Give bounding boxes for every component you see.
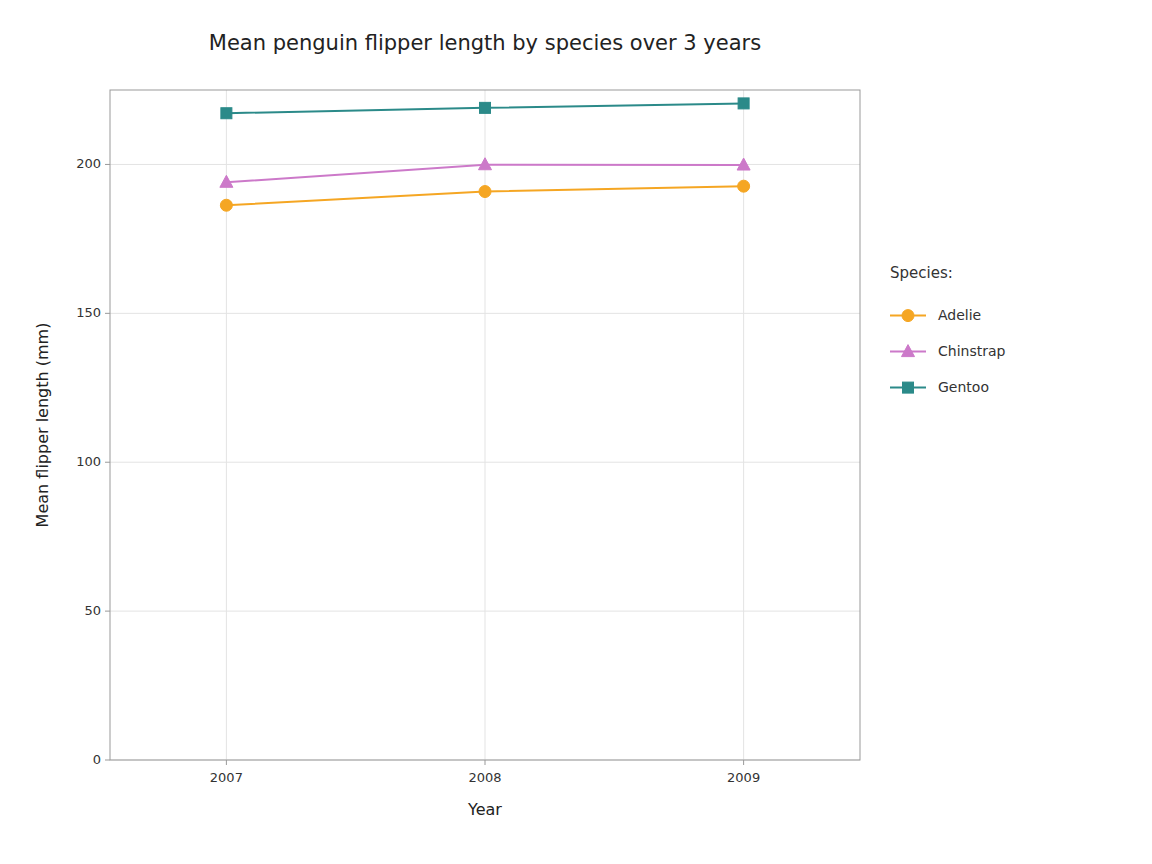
title: Mean penguin flipper length by species o… (209, 31, 761, 55)
tick-x (743, 760, 744, 765)
x-axis-label: Year (467, 800, 502, 819)
series-line (226, 186, 743, 205)
tick-label-y: 200 (76, 156, 101, 171)
legend: Species: Adelie Chinstrap Gentoo (890, 264, 1006, 395)
tick-label-y: 0 (93, 752, 101, 767)
tick-y (105, 313, 110, 314)
point (479, 186, 491, 198)
chart-svg: 0 50 100 150 200 2007 2008 2009 Mean penguin fli… (0, 0, 1152, 864)
series (220, 180, 749, 211)
background (0, 0, 1152, 864)
data (220, 98, 750, 211)
point (221, 108, 232, 119)
point (480, 102, 491, 113)
y-axis-label: Mean flipper length (mm) (33, 323, 52, 528)
legend-title: Species: (890, 264, 953, 282)
point (220, 199, 232, 211)
grid (110, 90, 860, 760)
tick-y (105, 164, 110, 165)
legend-marker (903, 382, 914, 393)
tick-y (105, 611, 110, 612)
point (220, 175, 233, 187)
tick-label-y: 150 (76, 305, 101, 320)
tick-label-x: 2007 (210, 770, 243, 785)
point (737, 158, 750, 170)
tick-x (226, 760, 227, 765)
legend-marker (902, 310, 914, 322)
point (738, 98, 749, 109)
series (221, 98, 749, 119)
legend-label: Adelie (938, 307, 981, 323)
tick-y (105, 462, 110, 463)
tick-label-y: 50 (84, 603, 101, 618)
tick-y (105, 760, 110, 761)
tick-label-x: 2009 (727, 770, 760, 785)
tick-label-x: 2008 (468, 770, 501, 785)
tick-x (485, 760, 486, 765)
grid-line-x (226, 90, 227, 760)
point (479, 158, 492, 170)
legend-label: Chinstrap (938, 343, 1006, 359)
legend-label: Gentoo (938, 379, 989, 395)
axes: 0 50 100 150 200 2007 2008 2009 (76, 156, 760, 785)
plot-frame (110, 90, 860, 760)
tick-label-y: 100 (76, 454, 101, 469)
point (738, 180, 750, 192)
series (220, 158, 750, 188)
legend-marker (902, 345, 915, 357)
chart-container: 0 50 100 150 200 2007 2008 2009 Mean penguin fli… (0, 0, 1152, 864)
